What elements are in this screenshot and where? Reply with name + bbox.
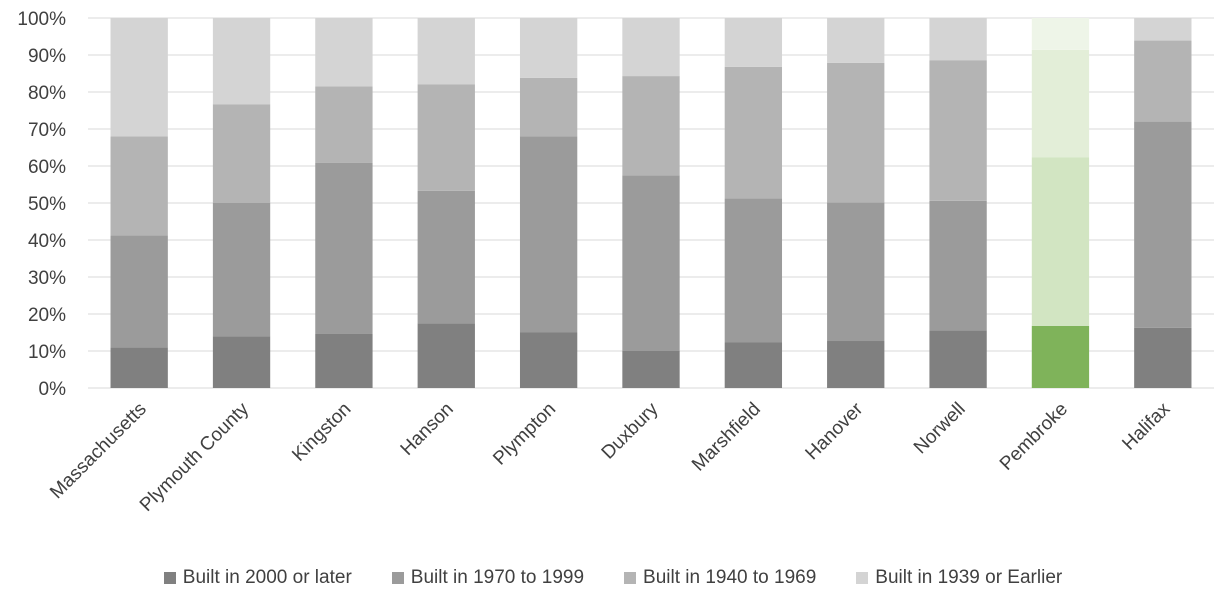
bar-segment xyxy=(315,162,373,334)
legend-swatch xyxy=(624,572,637,584)
legend-label: Built in 1939 or Earlier xyxy=(875,567,1063,588)
legend-item: Built in 1939 or Earlier xyxy=(856,567,1062,589)
bar-segment xyxy=(519,332,578,388)
bar-segment xyxy=(315,333,373,388)
legend: Built in 2000 or later Built in 1970 to 1… xyxy=(0,566,1226,590)
x-tick-label: Kingston xyxy=(288,399,355,466)
bar-segment xyxy=(315,18,373,87)
bar-segment xyxy=(929,330,987,388)
legend-item: Built in 1940 to 1969 xyxy=(624,567,816,589)
bar-segment xyxy=(827,62,885,203)
bar-segment xyxy=(622,18,680,77)
bar-segment xyxy=(1134,327,1192,388)
x-tick-label: Massachusetts xyxy=(46,399,150,503)
bar-segment xyxy=(1031,157,1090,326)
bar-segment xyxy=(417,323,475,388)
legend-label: Built in 1970 to 1999 xyxy=(410,567,585,588)
x-tick-label: Halifax xyxy=(1118,398,1174,454)
x-tick-label: Duxbury xyxy=(598,398,663,463)
bar-segment xyxy=(724,198,783,343)
y-tick-label: 50% xyxy=(28,194,66,215)
bar-segment xyxy=(519,18,578,78)
y-tick-label: 10% xyxy=(28,342,66,363)
y-tick-label: 20% xyxy=(28,305,66,326)
y-tick-label: 60% xyxy=(28,157,66,178)
bar-segment xyxy=(1031,49,1090,158)
x-tick-label: Hanover xyxy=(802,398,868,464)
bar-segment xyxy=(1134,18,1192,41)
x-tick-label: Pembroke xyxy=(996,399,1072,475)
bar-segment xyxy=(110,235,168,348)
x-tick-label: Hanson xyxy=(397,399,458,460)
legend-swatch xyxy=(856,572,869,584)
bar-segment xyxy=(315,86,373,163)
legend-item: Built in 2000 or later xyxy=(163,567,352,589)
bar-segment xyxy=(212,203,271,337)
bar-segment xyxy=(724,18,783,67)
y-tick-label: 100% xyxy=(17,9,66,30)
x-tick-label: Norwell xyxy=(910,399,970,459)
y-tick-label: 40% xyxy=(28,231,66,252)
bar-segment xyxy=(519,136,578,333)
y-tick-label: 0% xyxy=(39,379,67,400)
axes: 0% 10% 20% 30% 40% 50% 60% 70% 80% 90% 100% Massach… xyxy=(17,9,1174,516)
bar-segment xyxy=(110,347,168,388)
legend-swatch xyxy=(163,572,176,584)
bar-segment xyxy=(622,351,680,388)
bar-segment xyxy=(417,18,475,85)
y-tick-label: 70% xyxy=(28,120,66,141)
bar-segment xyxy=(1031,18,1090,50)
y-tick-label: 30% xyxy=(28,268,66,289)
bar-segment xyxy=(212,336,271,388)
y-tick-label: 80% xyxy=(28,83,66,104)
bar-segment xyxy=(622,76,680,176)
legend-label: Built in 1940 to 1969 xyxy=(643,567,817,588)
bar-segment xyxy=(724,342,783,388)
bar-segment xyxy=(827,18,885,63)
legend-item: Built in 1970 to 1999 xyxy=(391,567,585,589)
bar-segment xyxy=(110,136,168,236)
bar-segment xyxy=(212,104,271,203)
bar-segment xyxy=(724,66,783,199)
x-tick-label: Plympton xyxy=(489,399,560,470)
x-tick-label: Plymouth County xyxy=(136,398,254,516)
bar-segment xyxy=(929,60,987,201)
bar-segment xyxy=(1134,121,1192,328)
bar-segment xyxy=(929,18,987,61)
legend-swatch xyxy=(391,572,404,584)
bar-segment xyxy=(929,200,987,331)
x-tick-label: Marshfield xyxy=(688,399,765,476)
bar-segment xyxy=(1134,40,1192,122)
bars xyxy=(110,18,1192,388)
bar-segment xyxy=(417,84,475,191)
bar-segment xyxy=(110,18,168,137)
bar-segment xyxy=(1031,325,1090,388)
y-tick-label: 90% xyxy=(28,46,66,67)
legend-label: Built in 2000 or later xyxy=(182,567,352,588)
bar-segment xyxy=(212,18,271,105)
chart-svg: 0% 10% 20% 30% 40% 50% 60% 70% 80% 90% 100% Massach… xyxy=(17,9,1214,516)
bar-segment xyxy=(622,175,680,351)
bar-segment xyxy=(417,190,475,324)
bar-segment xyxy=(827,341,885,388)
bar-segment xyxy=(827,202,885,342)
bar-segment xyxy=(519,77,578,137)
